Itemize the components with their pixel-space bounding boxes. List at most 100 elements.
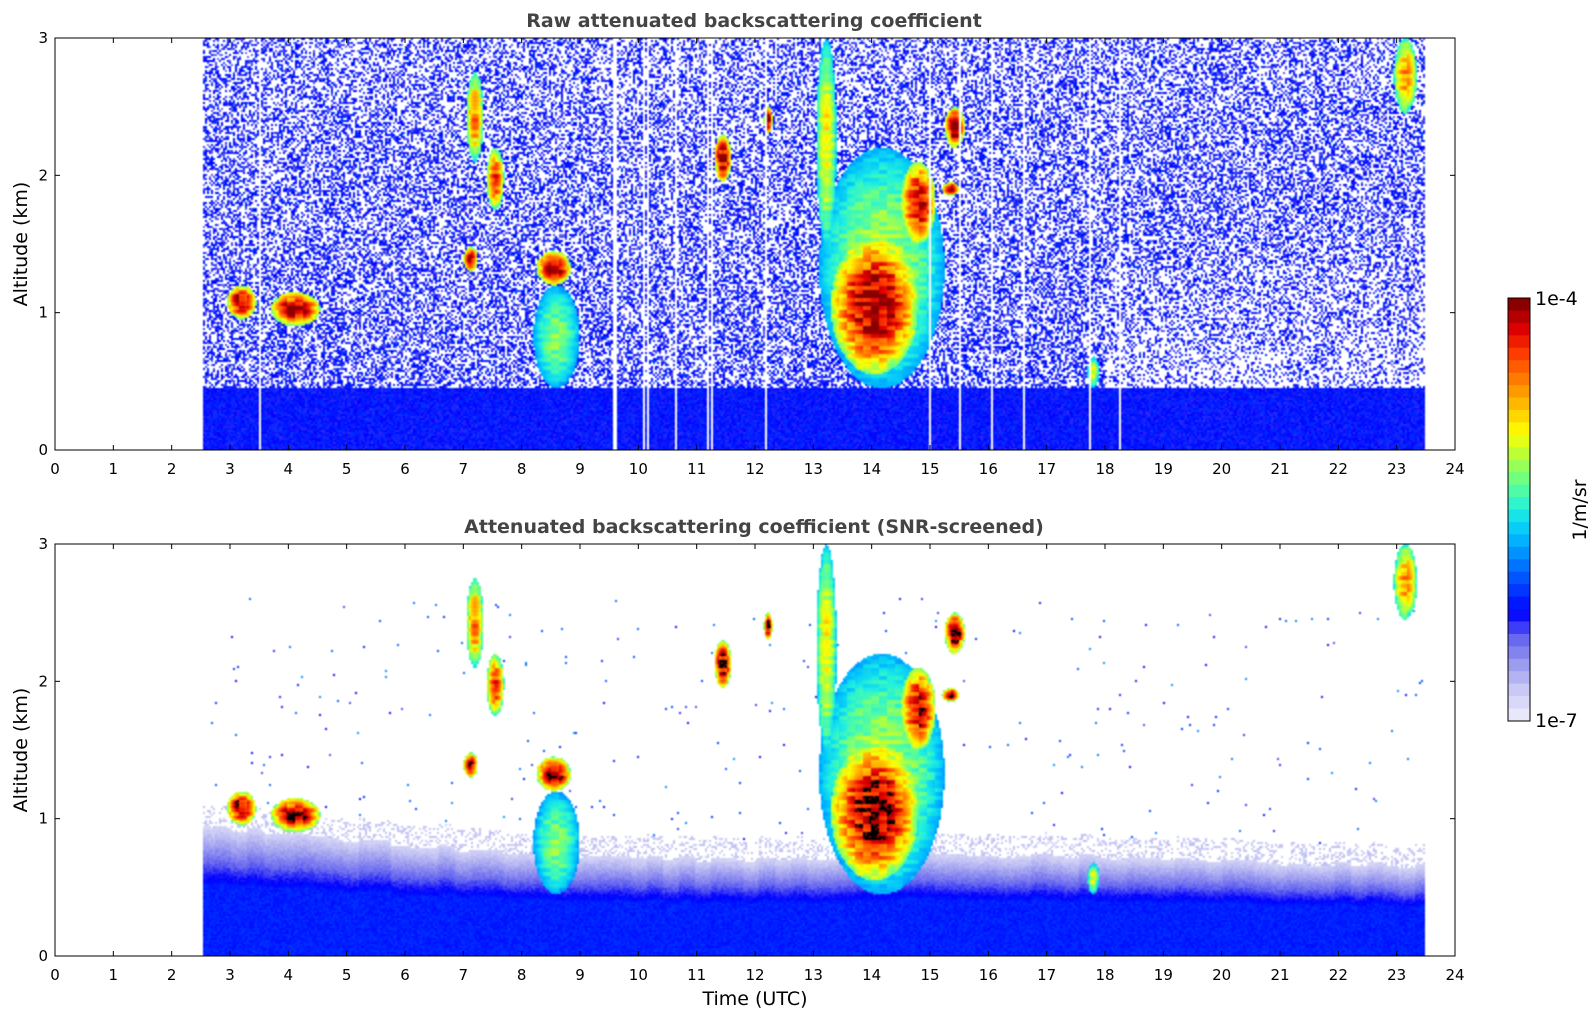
x-tick-label: 16 (979, 966, 998, 984)
panel-screened-axes: 0 1 2 3 4 5 6 7 8 9 10 11 12 13 14 15 16 17 18 19 20 21 22 23 24… (38, 535, 1464, 984)
x-tick-label: 24 (1445, 460, 1464, 478)
x-tick-label: 1 (109, 460, 119, 478)
x-tick-label: 14 (862, 966, 881, 984)
x-tick-label: 15 (920, 966, 939, 984)
colorbar: 1e-4 1e-7 1/m/sr (1507, 288, 1591, 732)
colorbar-band (1508, 434, 1530, 448)
y-tick-label: 0 (38, 441, 48, 459)
colorbar-band (1508, 497, 1530, 511)
x-tick-label: 8 (517, 966, 527, 984)
x-tick-label: 18 (1095, 966, 1114, 984)
x-tick-label: 19 (1154, 460, 1173, 478)
colorbar-band (1508, 621, 1530, 635)
x-tick-label: 21 (1270, 966, 1289, 984)
x-tick-label: 0 (50, 966, 60, 984)
panel-raw-title: Raw attenuated backscattering coefficien… (526, 10, 982, 32)
colorbar-band (1508, 372, 1530, 386)
colorbar-band (1508, 584, 1530, 598)
colorbar-band (1508, 696, 1530, 710)
colorbar-band (1508, 322, 1530, 336)
x-tick-label: 8 (517, 460, 527, 478)
x-tick-label: 16 (979, 460, 998, 478)
colorbar-band (1508, 559, 1530, 573)
panel-screened-heatmap (55, 544, 1455, 956)
colorbar-band (1508, 509, 1530, 523)
colorbar-band (1508, 521, 1530, 535)
x-tick-label: 17 (1037, 460, 1056, 478)
x-tick-label: 23 (1387, 966, 1406, 984)
x-tick-label: 24 (1445, 966, 1464, 984)
x-tick-label: 18 (1095, 460, 1114, 478)
colorbar-band (1508, 472, 1530, 486)
x-tick-label: 22 (1329, 460, 1348, 478)
colorbar-band (1508, 596, 1530, 610)
colorbar-band (1508, 360, 1530, 374)
colorbar-band (1508, 347, 1530, 361)
colorbar-band (1508, 409, 1530, 424)
colorbar-band (1508, 534, 1530, 548)
x-tick-label: 4 (284, 966, 294, 984)
panel-screened-ylabel: Altitude (km) (10, 688, 32, 813)
x-tick-label: 4 (284, 460, 294, 478)
x-tick-label: 7 (459, 966, 469, 984)
colorbar-frame (1507, 297, 1531, 722)
colorbar-band (1508, 658, 1530, 672)
x-tick-label: 5 (342, 460, 352, 478)
panel-raw-heatmap (55, 38, 1455, 450)
x-tick-label: 3 (225, 460, 235, 478)
x-tick-label: 2 (167, 460, 177, 478)
y-tick-label: 3 (38, 535, 48, 553)
x-tick-label: 6 (400, 966, 410, 984)
x-tick-label: 15 (920, 460, 939, 478)
colorbar-band (1508, 298, 1530, 312)
colorbar-band (1508, 310, 1530, 324)
x-tick-label: 20 (1212, 966, 1231, 984)
colorbar-band (1508, 422, 1530, 436)
colorbar-band (1508, 546, 1530, 560)
x-tick-label: 9 (575, 966, 585, 984)
x-tick-label: 17 (1037, 966, 1056, 984)
colorbar-band (1508, 683, 1530, 697)
panel-screened-title: Attenuated backscattering coefficient (S… (464, 516, 1044, 538)
x-tick-label: 14 (862, 460, 881, 478)
x-tick-label: 20 (1212, 460, 1231, 478)
panel-raw-heatmap-image (55, 38, 1455, 450)
x-tick-label: 1 (109, 966, 119, 984)
x-tick-label: 0 (50, 460, 60, 478)
panel-raw: Raw attenuated backscattering coefficien… (10, 10, 1465, 478)
colorbar-unit-label: 1/m/sr (1569, 479, 1591, 540)
colorbar-band (1508, 708, 1530, 722)
colorbar-band (1508, 385, 1530, 399)
y-tick-label: 1 (38, 810, 48, 828)
x-tick-label: 19 (1154, 966, 1173, 984)
y-tick-label: 1 (38, 304, 48, 322)
panel-raw-axes: 0 1 2 3 4 5 6 7 8 9 10 11 12 13 14 15 16 17 18 19 20 21 22 23 24… (38, 29, 1464, 478)
x-tick-label: 2 (167, 966, 177, 984)
x-tick-label: 10 (629, 966, 648, 984)
colorbar-band (1508, 609, 1530, 623)
colorbar-band (1508, 447, 1530, 461)
colorbar-band (1508, 646, 1530, 660)
x-tick-label: 11 (687, 460, 706, 478)
colorbar-band (1508, 571, 1530, 585)
colorbar-band (1508, 484, 1530, 498)
panel-raw-ylabel: Altitude (km) (10, 182, 32, 307)
x-tick-label: 12 (745, 460, 764, 478)
x-tick-label: 5 (342, 966, 352, 984)
colorbar-band (1508, 459, 1530, 473)
y-tick-label: 2 (38, 672, 48, 690)
x-tick-label: 22 (1329, 966, 1348, 984)
x-tick-label: 12 (745, 966, 764, 984)
panel-screened-xlabel: Time (UTC) (701, 988, 807, 1010)
x-tick-label: 13 (804, 966, 823, 984)
colorbar-band (1508, 397, 1530, 411)
y-tick-label: 2 (38, 166, 48, 184)
y-tick-label: 3 (38, 29, 48, 47)
x-tick-label: 21 (1270, 460, 1289, 478)
colorbar-bands (1508, 298, 1530, 722)
colorbar-band (1508, 335, 1530, 349)
colorbar-band (1508, 671, 1530, 685)
x-tick-label: 9 (575, 460, 585, 478)
panel-screened-heatmap-image (55, 544, 1455, 956)
